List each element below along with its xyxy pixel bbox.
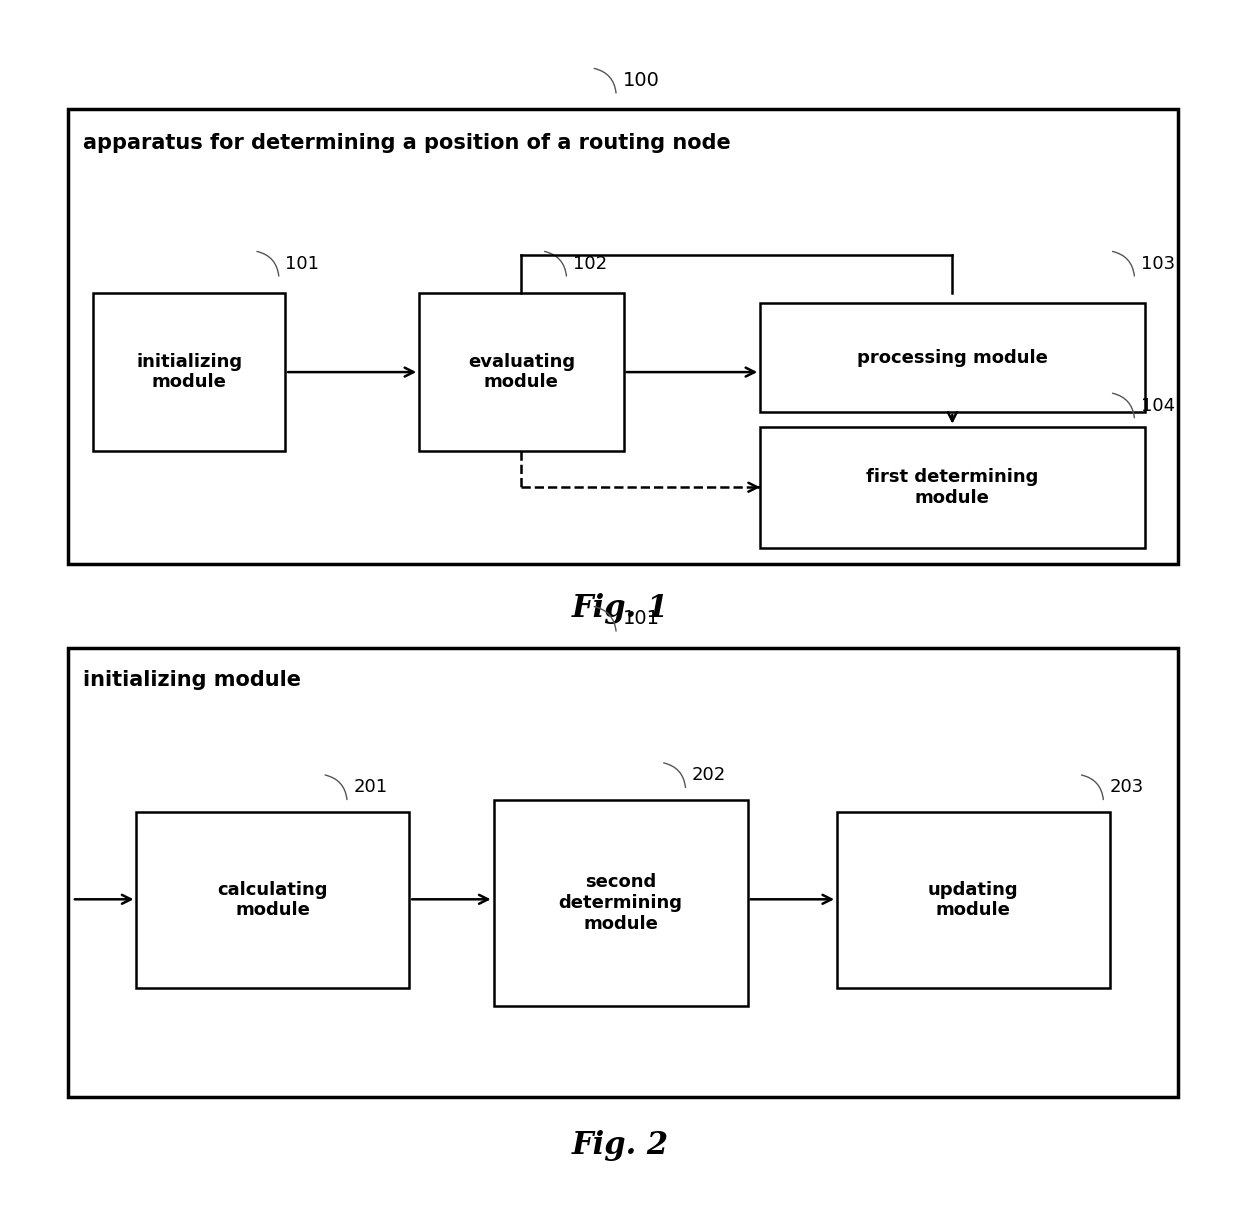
Text: 203: 203 [1110,778,1145,796]
Text: 104: 104 [1141,396,1176,415]
Bar [760,303,1145,412]
Text: 103: 103 [1141,255,1176,273]
Text: initializing module: initializing module [83,670,301,691]
Text: Fig. 2: Fig. 2 [572,1130,668,1161]
Text: processing module: processing module [857,349,1048,366]
Bar [93,293,285,451]
Text: second
determining
module: second determining module [559,873,683,933]
Text: apparatus for determining a position of a routing node: apparatus for determining a position of … [83,133,730,154]
Text: first determining
module: first determining module [866,468,1039,507]
Text: Fig. 1: Fig. 1 [572,593,668,624]
Text: 101: 101 [285,255,319,273]
Text: calculating
module: calculating module [217,880,329,920]
Text: 102: 102 [573,255,608,273]
Bar [68,648,1178,1097]
Bar [136,812,409,988]
Bar [419,293,624,451]
Text: 201: 201 [353,778,388,796]
Text: 101: 101 [622,608,660,628]
Text: initializing
module: initializing module [136,353,242,391]
Text: 100: 100 [622,70,660,90]
Bar [68,109,1178,564]
Text: updating
module: updating module [928,880,1019,920]
Text: evaluating
module: evaluating module [467,353,575,391]
Bar [837,812,1110,988]
Text: 202: 202 [692,766,727,784]
Bar [760,427,1145,548]
Bar [494,800,748,1006]
